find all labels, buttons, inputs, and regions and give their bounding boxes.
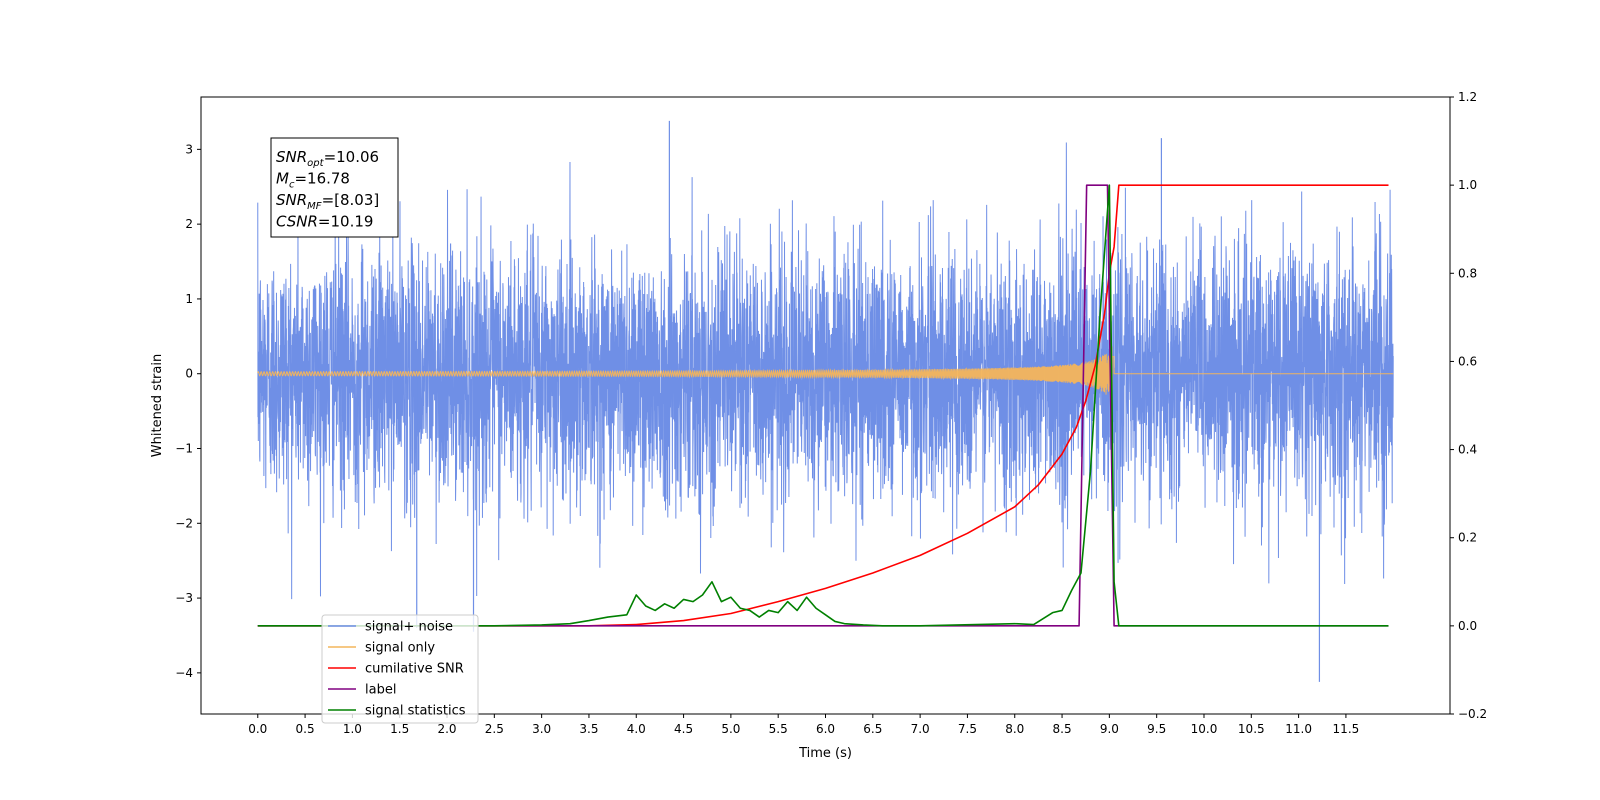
y-axis-right: −0.2 0.0 0.2 0.4 0.6 0.8 1.0 1.2: [1450, 90, 1487, 721]
x-tick-label: 8.5: [1053, 722, 1072, 736]
legend-entry-label: signal+ noise: [365, 620, 453, 635]
x-tick-label: 10.0: [1191, 722, 1218, 736]
x-axis-label: Time (s): [798, 746, 852, 761]
y-tick-left-label: 0: [185, 367, 193, 381]
x-tick-label: 9.5: [1147, 722, 1166, 736]
x-tick-label: 2.5: [485, 722, 504, 736]
y-tick-left-label: −2: [175, 516, 193, 530]
x-tick-label: 1.0: [343, 722, 362, 736]
x-tick-label: 3.5: [579, 722, 598, 736]
signal-only-series: [257, 346, 1394, 402]
x-tick-label: 4.5: [674, 722, 693, 736]
y-tick-right-label: 0.4: [1458, 443, 1477, 457]
x-tick-label: 4.0: [627, 722, 646, 736]
y-tick-left-label: 2: [185, 217, 193, 231]
signal-statistics-line: [257, 184, 1389, 627]
y-axis-left: −4 −3 −2 −1 0 1 2 3: [175, 142, 201, 680]
x-tick-label: 5.5: [769, 722, 788, 736]
annotation-frame: [270, 137, 399, 238]
legend-entry-label: signal only: [365, 641, 435, 656]
x-tick-label: 1.5: [390, 722, 409, 736]
y-tick-left-label: 1: [185, 292, 193, 306]
y-tick-right-label: 0.6: [1458, 354, 1477, 368]
legend-entry-label: signal statistics: [365, 704, 466, 719]
y-tick-right-label: −0.2: [1458, 707, 1487, 721]
x-tick-label: 10.5: [1238, 722, 1265, 736]
annotation-box: SNRopt=10.06Mc=16.78SNRMF=[8.03]CSNR=10.…: [270, 137, 399, 238]
x-tick-label: 0.5: [296, 722, 315, 736]
x-axis: 0.0 0.5 1.0 1.5 2.0 2.5 3.0 3.5 4.0 4.5 5.0 5.5 6.0 6…: [248, 714, 1359, 736]
x-tick-label: 11.5: [1333, 722, 1360, 736]
right-axis-series: [257, 184, 1389, 627]
y-tick-left-label: −1: [175, 442, 193, 456]
y-tick-left-label: 3: [185, 142, 193, 156]
x-tick-label: 6.0: [816, 722, 835, 736]
y-tick-right-label: 0.8: [1458, 266, 1477, 280]
x-tick-label: 9.0: [1100, 722, 1119, 736]
y-tick-right-label: 0.0: [1458, 619, 1477, 633]
x-tick-label: 8.0: [1005, 722, 1024, 736]
signal-only-line: [257, 346, 1394, 402]
annotation-line: SNRopt=10.06: [276, 148, 379, 169]
signal-noise-line: [257, 142, 1394, 600]
legend: signal+ noise signal only cumilative SNR la…: [321, 614, 479, 724]
x-tick-label: 5.0: [721, 722, 740, 736]
y-tick-right-label: 1.2: [1458, 90, 1477, 104]
legend-entry-label: cumilative SNR: [365, 662, 464, 677]
x-tick-label: 0.0: [248, 722, 267, 736]
cumilative-SNR-line: [257, 184, 1389, 627]
y-axis-left-label: Whitened strain: [150, 354, 165, 457]
legend-frame: [321, 614, 479, 724]
x-tick-label: 11.0: [1285, 722, 1312, 736]
x-tick-label: 3.0: [532, 722, 551, 736]
legend-entry-label: label: [365, 683, 396, 698]
y-tick-left-label: −3: [175, 591, 193, 605]
signal-noise-series: [257, 120, 1394, 682]
x-tick-label: 7.5: [958, 722, 977, 736]
y-tick-left-label: −4: [175, 666, 193, 680]
x-tick-label: 7.0: [911, 722, 930, 736]
y-tick-right-label: 0.2: [1458, 531, 1477, 545]
y-tick-right-label: 1.0: [1458, 178, 1477, 192]
annotation-line: SNRMF=[8.03]: [276, 191, 379, 212]
annotation-line: Mc=16.78: [276, 170, 350, 191]
x-tick-label: 2.0: [437, 722, 456, 736]
x-tick-label: 6.5: [863, 722, 882, 736]
annotation-line: CSNR=10.19: [276, 213, 373, 231]
